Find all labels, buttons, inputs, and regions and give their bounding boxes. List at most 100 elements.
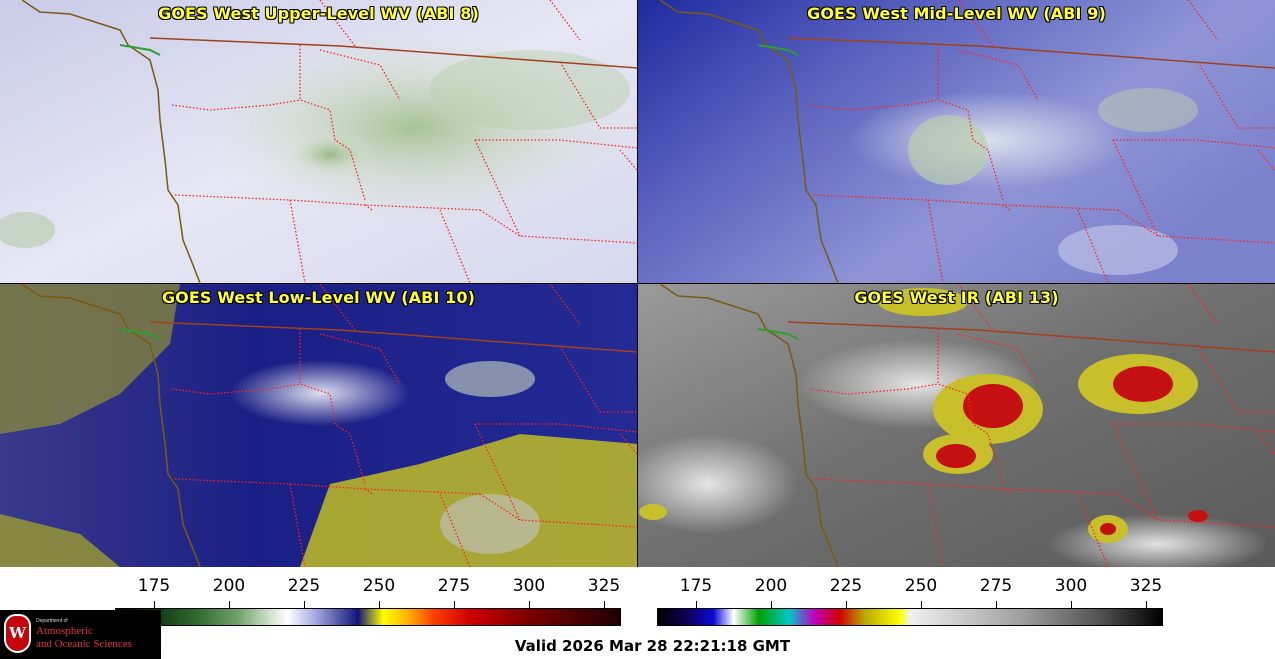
colorbar-tick-label: 250 xyxy=(904,576,938,596)
state-border xyxy=(1112,423,1159,521)
state-border xyxy=(299,45,366,201)
country-border xyxy=(787,37,1275,69)
panel-title: GOES West IR (ABI 13) xyxy=(854,288,1059,307)
mid-level-wv-image xyxy=(638,0,1275,283)
valid-time: Valid 2026 Mar 28 22:21:18 GMT xyxy=(514,637,791,655)
state-border xyxy=(1113,139,1275,149)
colorbar-tick-mark xyxy=(921,601,922,608)
state-border xyxy=(1113,423,1275,433)
state-border xyxy=(927,483,944,567)
ir-colorbar xyxy=(657,608,1163,626)
colorbar-tick-label: 200 xyxy=(212,576,246,596)
state-border xyxy=(475,139,637,149)
country-border xyxy=(787,321,1275,353)
state-border xyxy=(559,61,637,129)
map-borders xyxy=(21,284,637,567)
colorbar-tick-mark xyxy=(1146,601,1147,608)
state-border xyxy=(549,284,581,325)
colorbar-tick-label: 325 xyxy=(1129,576,1163,596)
colorbar-tick-mark xyxy=(229,601,230,608)
puget-sound-outline xyxy=(119,328,161,340)
panel-title: GOES West Mid-Level WV (ABI 9) xyxy=(807,4,1106,23)
state-border xyxy=(1002,204,1011,211)
puget-sound-outline xyxy=(757,44,799,56)
colorbar-tick-mark xyxy=(154,601,155,608)
state-border xyxy=(957,49,1039,101)
state-border xyxy=(474,139,521,237)
state-border xyxy=(937,329,1004,485)
panel-title: GOES West Upper-Level WV (ABI 8) xyxy=(158,4,479,23)
state-border xyxy=(559,345,637,413)
country-border xyxy=(149,37,637,69)
state-border xyxy=(927,199,944,283)
state-border xyxy=(289,199,306,283)
colorbar-tick-mark xyxy=(454,601,455,608)
colorbar-tick-mark xyxy=(1071,601,1072,608)
state-border xyxy=(319,0,356,47)
ir-image xyxy=(638,284,1275,567)
logo-line-1: Department of xyxy=(36,618,68,624)
colorbar-tick-mark xyxy=(304,601,305,608)
colorbar-tick-mark xyxy=(996,601,997,608)
colorbar-tick-label: 175 xyxy=(679,576,713,596)
map-borders xyxy=(659,284,1275,567)
colorbar-tick-mark xyxy=(604,601,605,608)
state-border xyxy=(1197,61,1275,129)
puget-sound-outline xyxy=(119,44,161,56)
coastline xyxy=(21,0,201,283)
state-border xyxy=(1002,488,1011,495)
colorbar-tick-label: 300 xyxy=(512,576,546,596)
colorbar-tick-label: 225 xyxy=(829,576,863,596)
panel-upper-level-wv: GOES West Upper-Level WV (ABI 8) xyxy=(0,0,637,283)
state-border xyxy=(1112,139,1159,237)
colorbar-tick-label: 175 xyxy=(137,576,171,596)
state-border xyxy=(619,149,637,171)
colorbar-tick-label: 225 xyxy=(287,576,321,596)
panel-title: GOES West Low-Level WV (ABI 10) xyxy=(161,288,476,307)
uw-seal-icon: W xyxy=(4,614,31,653)
map-borders xyxy=(659,0,1275,283)
panel-low-level-wv: GOES West Low-Level WV (ABI 10) xyxy=(0,284,637,567)
map-borders xyxy=(21,0,637,283)
state-border xyxy=(1257,149,1275,171)
state-border xyxy=(957,333,1039,385)
colorbar-tick-mark xyxy=(529,601,530,608)
state-border xyxy=(957,284,994,331)
state-border xyxy=(439,209,471,283)
state-border xyxy=(549,0,581,41)
colorbar-tick-label: 275 xyxy=(979,576,1013,596)
upper-level-wv-image xyxy=(0,0,637,283)
state-border xyxy=(1187,0,1219,41)
colorbar-tick-label: 325 xyxy=(587,576,621,596)
state-border xyxy=(319,333,401,385)
state-border xyxy=(364,204,373,211)
state-border xyxy=(439,493,471,567)
colorbar-tick-label: 200 xyxy=(754,576,788,596)
state-border xyxy=(299,329,366,485)
state-border xyxy=(474,423,521,521)
aos-logo: W Department of Atmospheric and Oceanic … xyxy=(0,610,161,659)
colorbar-tick-mark xyxy=(379,601,380,608)
country-border xyxy=(149,321,637,353)
colorbar-tick-label: 275 xyxy=(437,576,471,596)
colorbar-tick-label: 250 xyxy=(362,576,396,596)
state-border xyxy=(319,284,356,331)
state-border xyxy=(1257,433,1275,455)
state-border xyxy=(957,0,994,47)
state-border xyxy=(364,488,373,495)
puget-sound-outline xyxy=(757,328,799,340)
state-border xyxy=(1077,493,1109,567)
panel-ir: GOES West IR (ABI 13) xyxy=(638,284,1275,567)
state-border xyxy=(619,433,637,455)
coastline xyxy=(659,0,839,283)
colorbar-tick-mark xyxy=(771,601,772,608)
state-border xyxy=(319,49,401,101)
logo-line-2: Atmospheric xyxy=(36,625,93,637)
state-border xyxy=(475,423,637,433)
state-border xyxy=(289,483,306,567)
low-level-wv-image xyxy=(0,284,637,567)
logo-line-3: and Oceanic Sciences xyxy=(36,638,132,650)
coastline xyxy=(659,284,839,567)
state-border xyxy=(937,45,1004,201)
coastline xyxy=(21,284,201,567)
